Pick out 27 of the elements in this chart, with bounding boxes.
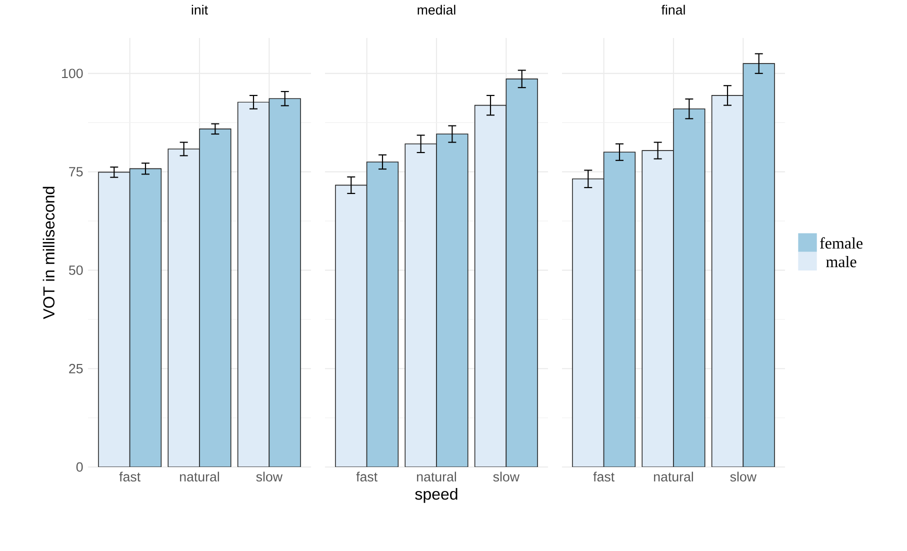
y-tick-label: 75 — [69, 167, 83, 176]
bar — [436, 134, 468, 467]
y-tick-label: 50 — [69, 265, 83, 275]
y-tick-label: 25 — [69, 364, 83, 374]
x-tick-label: natural — [416, 472, 456, 482]
x-axis-title: speed — [415, 488, 458, 503]
y-tick-label: 100 — [62, 68, 83, 78]
chart-title: final — [661, 4, 685, 15]
legend-label: male — [826, 256, 856, 268]
x-tick-label: fast — [119, 472, 140, 482]
bar — [366, 162, 399, 467]
x-tick-label: slow — [256, 472, 283, 482]
bar — [742, 63, 775, 467]
x-tick-label: natural — [180, 472, 219, 482]
x-tick-label: fast — [356, 472, 378, 482]
x-tick-label: natural — [654, 472, 693, 482]
bar — [603, 152, 636, 467]
y-axis-title: VOT in millisecond — [42, 186, 55, 320]
bar — [673, 108, 706, 467]
x-tick-label: fast — [593, 472, 614, 482]
x-tick-label: slow — [730, 472, 757, 482]
y-tick-label: 0 — [76, 462, 83, 472]
x-tick-label: slow — [493, 472, 520, 482]
chart-title: init — [192, 4, 208, 15]
legend-label: female — [820, 237, 862, 249]
bar — [506, 78, 538, 467]
chart-title: medial — [418, 4, 456, 15]
